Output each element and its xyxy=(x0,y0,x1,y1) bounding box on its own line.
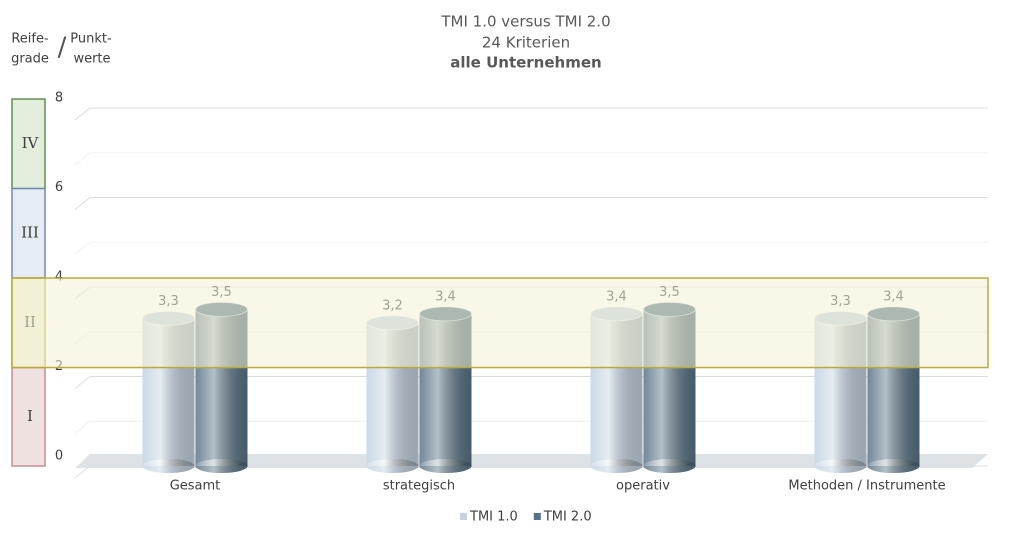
grid-line xyxy=(74,107,988,121)
bar-base xyxy=(590,459,643,473)
bar-base xyxy=(643,459,696,473)
y-tick-label: 6 xyxy=(55,180,63,195)
maturity-label: IV xyxy=(22,134,40,152)
bar-base xyxy=(366,459,419,473)
x-tick-label: operativ xyxy=(616,479,670,494)
chart-subtitle: alle Unternehmen xyxy=(450,54,601,72)
y-tick-label: 0 xyxy=(55,449,63,464)
x-tick-label: Gesamt xyxy=(170,479,221,494)
legend-swatch xyxy=(460,513,467,520)
chart-subtitle: 24 Kriterien xyxy=(482,34,570,52)
grid-line xyxy=(74,197,988,210)
axis-label: Punkt- xyxy=(70,32,112,47)
legend-label: TMI 2.0 xyxy=(543,510,592,525)
bar-base xyxy=(419,459,472,473)
separator: / xyxy=(58,33,67,63)
bar-base xyxy=(867,459,920,473)
chart-title: TMI 1.0 versus TMI 2.0 xyxy=(440,13,610,31)
y-tick-label: 8 xyxy=(55,91,63,106)
minor-grid-line xyxy=(74,152,988,166)
minor-grid-line xyxy=(74,241,988,255)
legend-label: TMI 1.0 xyxy=(469,510,518,525)
axis-label: Reife- xyxy=(11,32,49,47)
maturity-level xyxy=(11,187,46,279)
bar-base xyxy=(142,459,195,473)
x-tick-label: strategisch xyxy=(383,479,455,494)
bar-base xyxy=(195,459,248,473)
maturity-label: III xyxy=(21,223,39,241)
axis-label: werte xyxy=(73,52,110,67)
floor xyxy=(75,454,988,468)
x-tick-label: Methoden / Instrumente xyxy=(788,479,945,494)
maturity-level xyxy=(11,98,46,190)
maturity-label: I xyxy=(27,407,33,425)
bar-base xyxy=(814,459,867,473)
y-tick-label: 4 xyxy=(55,270,63,285)
legend-swatch xyxy=(533,513,541,520)
axis-label: grade xyxy=(11,52,49,67)
highlight-band xyxy=(11,277,989,369)
